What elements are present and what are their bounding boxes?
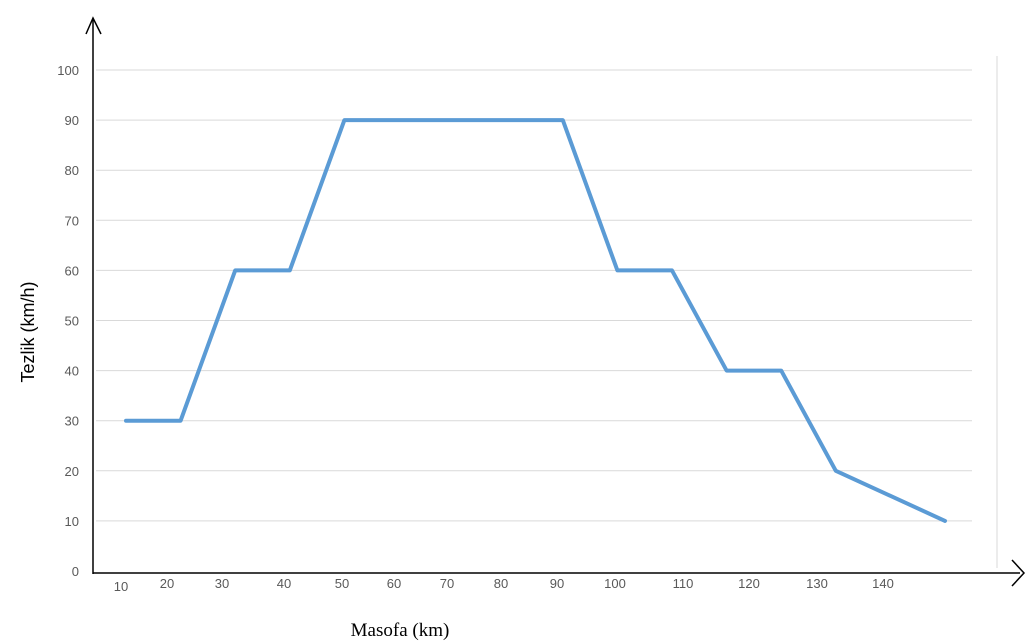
axes xyxy=(85,16,1026,587)
data-point xyxy=(725,369,729,373)
x-tick-label: 20 xyxy=(160,576,174,591)
y-tick-label: 60 xyxy=(65,263,79,278)
x-tick-label: 140 xyxy=(872,576,894,591)
data-point xyxy=(561,118,565,122)
y-tick-label: 50 xyxy=(65,314,79,329)
data-point xyxy=(233,268,237,272)
x-tick-label: 70 xyxy=(440,576,454,591)
data-point xyxy=(615,268,619,272)
data-point xyxy=(179,419,183,423)
y-tick-label: 80 xyxy=(65,163,79,178)
data-point xyxy=(943,519,947,523)
y-tick-label: 30 xyxy=(65,414,79,429)
y-tick-label: 100 xyxy=(57,63,79,78)
x-tick-label: 90 xyxy=(550,576,564,591)
x-tick-label: 10 xyxy=(114,579,128,594)
y-tick-label: 40 xyxy=(65,364,79,379)
y-tick-label: 20 xyxy=(65,464,79,479)
x-tick-label: 60 xyxy=(387,576,401,591)
y-tick-label: 90 xyxy=(65,113,79,128)
y-tick-label: 0 xyxy=(72,564,79,579)
x-tick-label: 30 xyxy=(215,576,229,591)
data-point xyxy=(342,118,346,122)
x-tick-label: 50 xyxy=(335,576,349,591)
y-axis-arrow-icon xyxy=(85,16,102,35)
data-point xyxy=(834,469,838,473)
x-tick-label: 80 xyxy=(494,576,508,591)
y-tick-labels: 0 10 20 30 40 50 60 70 80 90 100 xyxy=(57,63,79,579)
x-tick-label: 110 xyxy=(673,576,694,591)
x-tick-label: 120 xyxy=(738,576,760,591)
y-tick-label: 70 xyxy=(65,213,79,228)
x-tick-label: 100 xyxy=(604,576,626,591)
x-axis-arrow-icon xyxy=(1011,559,1026,587)
x-tick-label: 40 xyxy=(277,576,291,591)
series-lines xyxy=(124,118,947,523)
data-point xyxy=(288,268,292,272)
y-tick-label: 10 xyxy=(65,514,79,529)
series-line xyxy=(124,118,947,523)
data-point xyxy=(670,268,674,272)
x-tick-label: 130 xyxy=(806,576,828,591)
data-point xyxy=(779,369,783,373)
x-tick-labels: 10 20 30 40 50 60 70 80 90 100 110 120 130 140 xyxy=(114,576,894,594)
data-point xyxy=(124,419,128,423)
x-axis-label: Masofa (km) xyxy=(351,620,450,641)
y-axis-label: Tezlik (km/h) xyxy=(18,281,38,382)
